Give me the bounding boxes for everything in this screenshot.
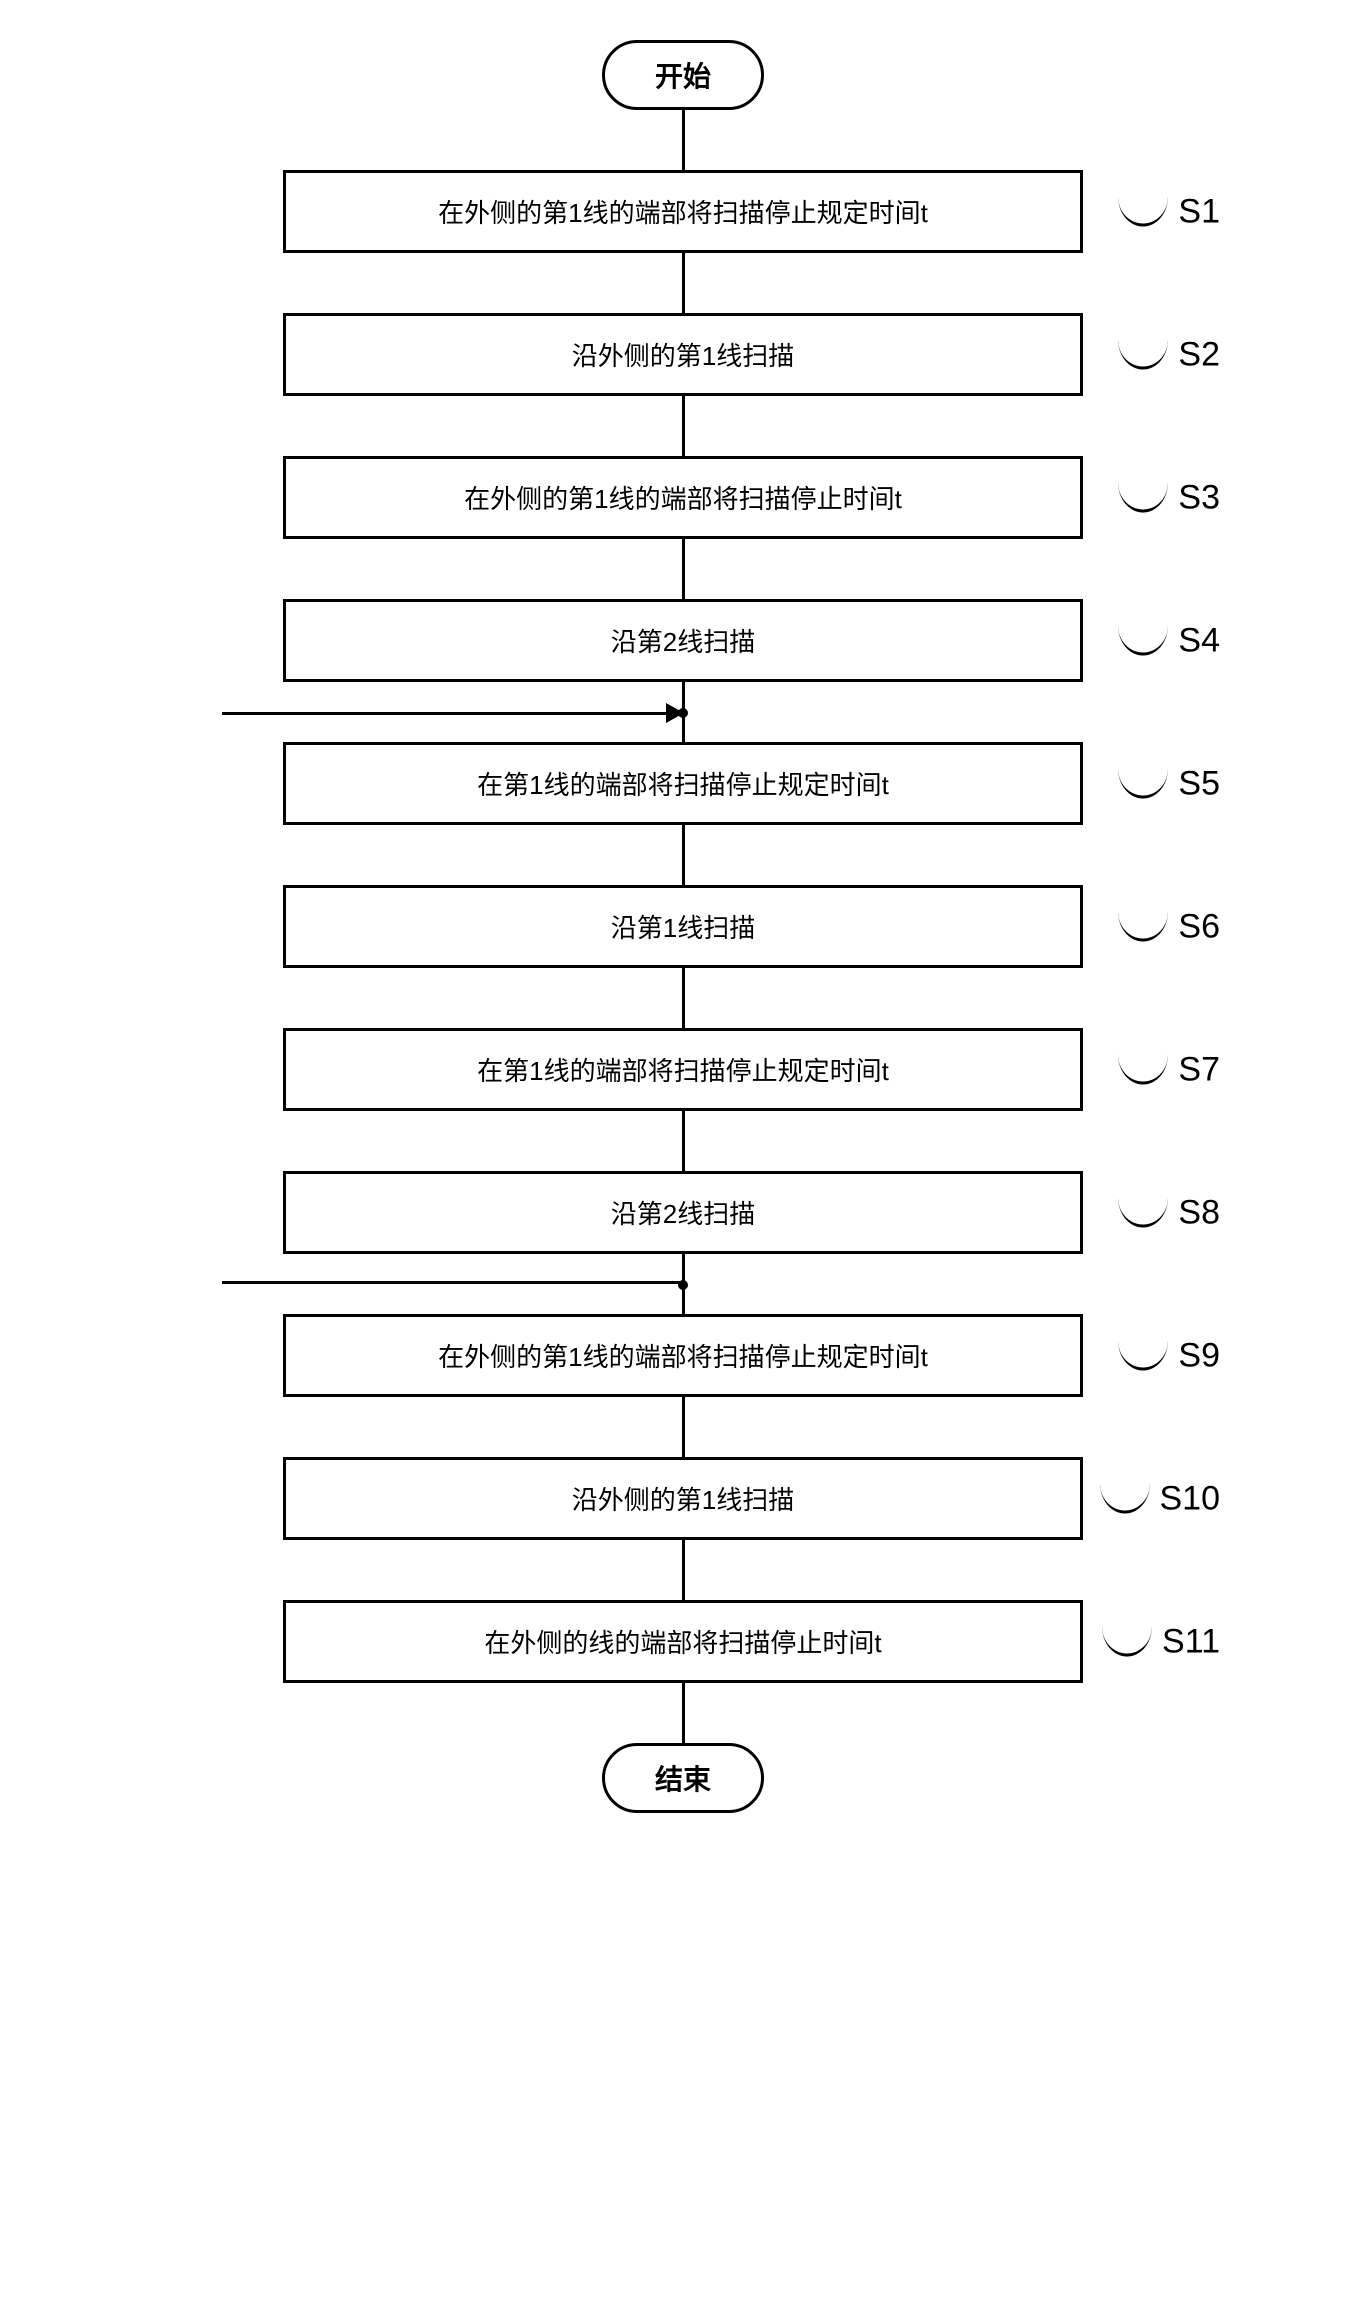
loop-line-top — [222, 712, 682, 715]
step-row: 在第1线的端部将扫描停止规定时间t S5 — [283, 742, 1083, 825]
label-text: S8 — [1178, 1193, 1220, 1232]
process-text: 在外侧的第1线的端部将扫描停止规定时间t — [438, 198, 928, 228]
connector — [682, 253, 685, 313]
connector — [682, 1397, 685, 1457]
process-text: 在外侧的第1线的端部将扫描停止时间t — [464, 484, 902, 514]
step-row: 在外侧的第1线的端部将扫描停止时间t S3 — [283, 456, 1083, 539]
process-s7: 在第1线的端部将扫描停止规定时间t S7 — [283, 1028, 1083, 1111]
step-row: 沿外侧的第1线扫描 S10 — [283, 1457, 1083, 1540]
connector — [682, 968, 685, 1028]
process-s4: 沿第2线扫描 S4 — [283, 599, 1083, 682]
curve-icon — [1118, 1341, 1168, 1371]
process-text: 在外侧的第1线的端部将扫描停止规定时间t — [438, 1342, 928, 1372]
end-label: 结束 — [655, 1764, 711, 1795]
label-text: S10 — [1160, 1479, 1221, 1518]
loop-join-dot — [678, 1280, 688, 1290]
process-s3: 在外侧的第1线的端部将扫描停止时间t S3 — [283, 456, 1083, 539]
process-s6: 沿第1线扫描 S6 — [283, 885, 1083, 968]
process-s1: 在外侧的第1线的端部将扫描停止规定时间t S1 — [283, 170, 1083, 253]
step-row: 沿外侧的第1线扫描 S2 — [283, 313, 1083, 396]
step-label: S10 — [1100, 1479, 1221, 1518]
connector — [682, 1683, 685, 1743]
process-text: 沿外侧的第1线扫描 — [572, 341, 794, 371]
process-text: 沿第1线扫描 — [611, 913, 755, 943]
connector — [682, 825, 685, 885]
process-text: 在外侧的线的端部将扫描停止时间t — [484, 1628, 881, 1658]
connector — [682, 1111, 685, 1171]
step-row: 在外侧的第1线的端部将扫描停止规定时间t S9 — [283, 1314, 1083, 1397]
label-text: S11 — [1162, 1622, 1220, 1661]
process-s9: 在外侧的第1线的端部将扫描停止规定时间t S9 — [283, 1314, 1083, 1397]
curve-icon — [1118, 1055, 1168, 1085]
process-s10: 沿外侧的第1线扫描 S10 — [283, 1457, 1083, 1540]
loop-container: .loop-container .loop-line-vertical { to… — [283, 682, 1083, 1314]
terminal-end: 结束 — [602, 1743, 764, 1813]
curve-icon — [1100, 1484, 1150, 1514]
process-s5: 在第1线的端部将扫描停止规定时间t S5 — [283, 742, 1083, 825]
start-label: 开始 — [655, 61, 711, 92]
label-text: S3 — [1178, 478, 1220, 517]
step-label: S1 — [1118, 192, 1220, 231]
loop-join-dot — [678, 708, 688, 718]
step-row: 在外侧的第1线的端部将扫描停止规定时间t S1 — [283, 170, 1083, 253]
loop-entry-connector — [682, 682, 685, 742]
step-label: S7 — [1118, 1050, 1220, 1089]
step-label: S4 — [1118, 621, 1220, 660]
step-label: S2 — [1118, 335, 1220, 374]
curve-icon — [1118, 1198, 1168, 1228]
curve-icon — [1118, 197, 1168, 227]
label-text: S9 — [1178, 1336, 1220, 1375]
label-text: S1 — [1178, 192, 1220, 231]
step-row: 在第1线的端部将扫描停止规定时间t S7 — [283, 1028, 1083, 1111]
step-label: S3 — [1118, 478, 1220, 517]
process-s8: 沿第2线扫描 S8 — [283, 1171, 1083, 1254]
step-label: S8 — [1118, 1193, 1220, 1232]
loop-line-bottom — [222, 1281, 682, 1284]
terminal-start: 开始 — [602, 40, 764, 110]
curve-icon — [1102, 1627, 1152, 1657]
step-row: 沿第2线扫描 S8 — [283, 1171, 1083, 1254]
step-row: 沿第1线扫描 S6 — [283, 885, 1083, 968]
label-text: S5 — [1178, 764, 1220, 803]
step-label: S6 — [1118, 907, 1220, 946]
process-text: 沿外侧的第1线扫描 — [572, 1485, 794, 1515]
curve-icon — [1118, 912, 1168, 942]
process-text: 在第1线的端部将扫描停止规定时间t — [477, 770, 889, 800]
curve-icon — [1118, 340, 1168, 370]
label-text: S6 — [1178, 907, 1220, 946]
step-row: 沿第2线扫描 S4 — [283, 599, 1083, 682]
curve-icon — [1118, 626, 1168, 656]
process-s11: 在外侧的线的端部将扫描停止时间t S11 — [283, 1600, 1083, 1683]
process-text: 沿第2线扫描 — [611, 1199, 755, 1229]
curve-icon — [1118, 483, 1168, 513]
process-s2: 沿外侧的第1线扫描 S2 — [283, 313, 1083, 396]
label-text: S4 — [1178, 621, 1220, 660]
step-row: 在外侧的线的端部将扫描停止时间t S11 — [283, 1600, 1083, 1683]
loop-exit-connector — [682, 1254, 685, 1314]
process-text: 在第1线的端部将扫描停止规定时间t — [477, 1056, 889, 1086]
step-label: S11 — [1102, 1622, 1220, 1661]
label-text: S2 — [1178, 335, 1220, 374]
connector — [682, 1540, 685, 1600]
process-text: 沿第2线扫描 — [611, 627, 755, 657]
flowchart-container: 开始 在外侧的第1线的端部将扫描停止规定时间t S1 沿外侧的第1线扫描 S2 … — [283, 40, 1083, 1813]
step-label: S5 — [1118, 764, 1220, 803]
step-label: S9 — [1118, 1336, 1220, 1375]
connector — [682, 110, 685, 170]
curve-icon — [1118, 769, 1168, 799]
connector — [682, 396, 685, 456]
connector — [682, 539, 685, 599]
label-text: S7 — [1178, 1050, 1220, 1089]
